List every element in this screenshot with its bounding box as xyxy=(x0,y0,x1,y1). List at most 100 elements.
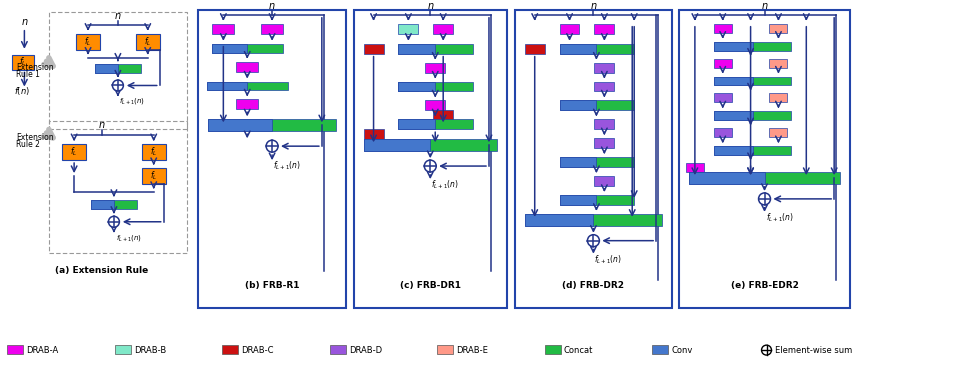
Bar xyxy=(437,345,454,354)
Bar xyxy=(399,119,435,129)
Text: Concat: Concat xyxy=(563,346,593,355)
Text: $f_L$: $f_L$ xyxy=(70,146,78,158)
Bar xyxy=(208,119,273,131)
Bar xyxy=(594,138,614,148)
Text: $n$: $n$ xyxy=(427,1,434,11)
Text: DRAB-C: DRAB-C xyxy=(242,346,273,355)
Bar xyxy=(399,119,473,129)
Bar xyxy=(769,128,788,137)
Bar xyxy=(433,24,454,34)
Text: (c) FRB-DR1: (c) FRB-DR1 xyxy=(400,281,460,290)
Bar xyxy=(560,157,596,167)
Bar xyxy=(714,111,792,120)
Bar xyxy=(426,100,445,110)
Text: $f_{L+1}(n)$: $f_{L+1}(n)$ xyxy=(594,254,622,266)
Bar xyxy=(652,345,668,354)
Bar xyxy=(515,10,672,308)
Text: $f_L$: $f_L$ xyxy=(150,146,157,158)
Bar xyxy=(13,55,35,70)
Text: $f_{L+1}(n)$: $f_{L+1}(n)$ xyxy=(767,211,794,224)
Bar xyxy=(142,144,166,160)
Text: $n$: $n$ xyxy=(98,120,106,130)
Bar xyxy=(714,93,732,102)
Text: (b) FRB-R1: (b) FRB-R1 xyxy=(245,281,299,290)
Bar xyxy=(63,144,86,160)
Text: $f_L$: $f_L$ xyxy=(144,35,151,48)
Bar xyxy=(364,139,430,151)
Text: (d) FRB-DR2: (d) FRB-DR2 xyxy=(562,281,624,290)
Bar xyxy=(560,157,635,167)
Bar xyxy=(136,34,160,50)
Bar xyxy=(560,195,596,205)
Bar xyxy=(714,128,732,137)
Bar xyxy=(769,93,788,102)
Bar xyxy=(198,10,346,308)
Bar xyxy=(560,195,635,205)
Bar xyxy=(594,24,614,34)
Circle shape xyxy=(587,235,599,246)
Bar xyxy=(207,82,288,90)
Bar xyxy=(399,82,418,92)
Bar xyxy=(236,62,258,72)
Text: DRAB-B: DRAB-B xyxy=(134,346,166,355)
Bar xyxy=(142,168,166,184)
Circle shape xyxy=(113,80,123,91)
Bar xyxy=(213,44,283,53)
Bar xyxy=(95,63,141,73)
Bar xyxy=(8,345,23,354)
Bar xyxy=(689,172,765,184)
Bar xyxy=(560,100,635,110)
Text: $f(n)$: $f(n)$ xyxy=(14,86,31,97)
Text: (a) Extension Rule: (a) Extension Rule xyxy=(55,266,148,275)
Bar xyxy=(399,82,473,92)
Bar xyxy=(91,200,114,209)
Bar xyxy=(594,63,614,73)
Text: Rule 2: Rule 2 xyxy=(16,140,40,149)
Bar xyxy=(95,63,117,73)
Bar xyxy=(399,44,435,54)
Bar xyxy=(329,345,346,354)
Bar xyxy=(714,24,732,33)
Text: $f_L$: $f_L$ xyxy=(150,170,157,182)
Bar xyxy=(115,345,131,354)
Bar xyxy=(208,119,336,131)
Text: (e) FRB-EDR2: (e) FRB-EDR2 xyxy=(731,281,798,290)
Bar xyxy=(207,82,247,90)
Bar xyxy=(679,10,850,308)
Bar xyxy=(714,76,792,86)
Bar xyxy=(714,76,752,86)
Text: $n$: $n$ xyxy=(761,1,768,11)
Bar xyxy=(560,44,596,54)
Bar xyxy=(560,100,596,110)
Text: $f_L$: $f_L$ xyxy=(85,35,91,48)
Bar xyxy=(49,12,187,129)
Circle shape xyxy=(266,140,278,152)
Bar xyxy=(525,214,662,226)
Bar xyxy=(364,139,497,151)
Circle shape xyxy=(762,345,771,355)
Bar xyxy=(714,111,752,120)
Bar xyxy=(545,345,560,354)
Text: $f_L$: $f_L$ xyxy=(19,55,27,68)
Bar xyxy=(560,44,635,54)
Text: $n$: $n$ xyxy=(589,1,597,11)
Bar xyxy=(261,24,283,34)
Bar xyxy=(213,44,247,53)
Text: $n$: $n$ xyxy=(269,1,275,11)
Bar xyxy=(689,172,840,184)
Bar xyxy=(364,44,383,54)
Bar xyxy=(686,163,704,172)
Text: $f_{L+1}(n)$: $f_{L+1}(n)$ xyxy=(431,179,459,191)
Bar xyxy=(525,44,545,54)
Circle shape xyxy=(109,216,119,227)
Bar xyxy=(714,146,792,155)
Bar xyxy=(769,24,788,33)
Bar xyxy=(433,110,454,120)
Bar xyxy=(594,119,614,129)
Text: $f_{L+1}(n)$: $f_{L+1}(n)$ xyxy=(118,96,144,106)
Bar xyxy=(769,59,788,68)
Bar xyxy=(76,34,100,50)
Bar xyxy=(560,24,580,34)
Text: $n$: $n$ xyxy=(115,11,121,21)
Bar xyxy=(399,82,435,92)
